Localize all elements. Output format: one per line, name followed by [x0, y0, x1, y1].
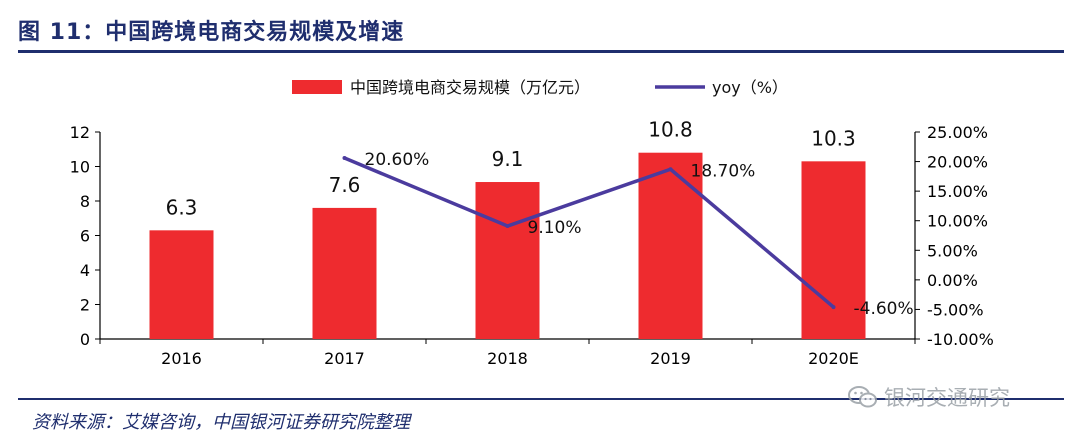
bar-value-label: 6.3	[166, 195, 198, 219]
left-axis: 0 2 4 6 8 10 12	[70, 123, 101, 349]
right-axis: -10.00% -5.00% 0.00% 5.00% 10.00% 15.00% 20.00…	[914, 123, 994, 349]
right-tick-label: 10.00%	[927, 212, 988, 231]
bar	[801, 161, 866, 339]
figure-title: 图 11：中国跨境电商交易规模及增速	[18, 20, 405, 45]
bar-value-label: 10.3	[811, 126, 856, 150]
wechat-icon	[848, 385, 878, 409]
bar-value-label: 10.8	[648, 118, 693, 142]
left-tick-label: 0	[80, 330, 90, 349]
x-tick-label: 2019	[650, 349, 691, 368]
legend-bar-label: 中国跨境电商交易规模（万亿元）	[350, 78, 590, 97]
right-tick-label: 25.00%	[927, 123, 988, 142]
x-tick-label: 2016	[161, 349, 202, 368]
right-tick-label: 20.00%	[927, 153, 988, 172]
yoy-line-series	[342, 156, 836, 310]
yoy-line	[343, 156, 835, 309]
left-tick-label: 4	[80, 261, 90, 280]
yoy-point	[668, 167, 673, 172]
legend: 中国跨境电商交易规模（万亿元） yoy（%）	[292, 78, 788, 97]
legend-bar-swatch	[292, 80, 342, 94]
bar-value-label: 7.6	[329, 173, 361, 197]
title-rule	[18, 50, 1064, 53]
footer-rule	[18, 398, 1064, 400]
left-tick-label: 8	[80, 192, 90, 211]
right-tick-label: -5.00%	[927, 300, 984, 319]
right-tick-label: -10.00%	[927, 330, 994, 349]
bar-value-label: 9.1	[492, 147, 524, 171]
left-tick-label: 2	[80, 296, 90, 315]
yoy-value-label: 18.70%	[691, 161, 756, 181]
right-tick-label: 5.00%	[927, 241, 978, 260]
bar	[312, 207, 377, 339]
right-tick-label: 15.00%	[927, 182, 988, 201]
right-tick-label: 0.00%	[927, 271, 978, 290]
x-tick-label: 2020E	[808, 349, 859, 368]
yoy-point	[342, 156, 347, 161]
bar	[638, 152, 703, 339]
bar	[149, 230, 214, 339]
x-axis: 2016 2017 2018 2019 2020E	[99, 338, 916, 368]
left-tick-label: 6	[80, 227, 90, 246]
x-tick-label: 2018	[487, 349, 528, 368]
yoy-value-label: -4.60%	[854, 299, 914, 319]
yoy-point	[831, 305, 836, 310]
yoy-point	[505, 224, 510, 229]
legend-line-label: yoy（%）	[712, 78, 788, 97]
watermark-text: 银河交通研究	[884, 386, 1010, 410]
x-tick-label: 2017	[324, 349, 365, 368]
watermark: 银河交通研究	[848, 382, 1010, 412]
bar	[475, 182, 540, 339]
yoy-value-label: 9.10%	[528, 218, 582, 238]
source-note: 资料来源：艾媒咨询，中国银河证券研究院整理	[32, 412, 410, 433]
left-tick-label: 12	[70, 123, 90, 142]
data-labels: 6.3 7.6 9.1 10.8 10.3 20.60% 9.10% 18.70% -4.60%	[166, 118, 914, 319]
yoy-value-label: 20.60%	[365, 150, 430, 170]
bar-series	[149, 152, 866, 339]
left-tick-label: 10	[70, 158, 90, 177]
